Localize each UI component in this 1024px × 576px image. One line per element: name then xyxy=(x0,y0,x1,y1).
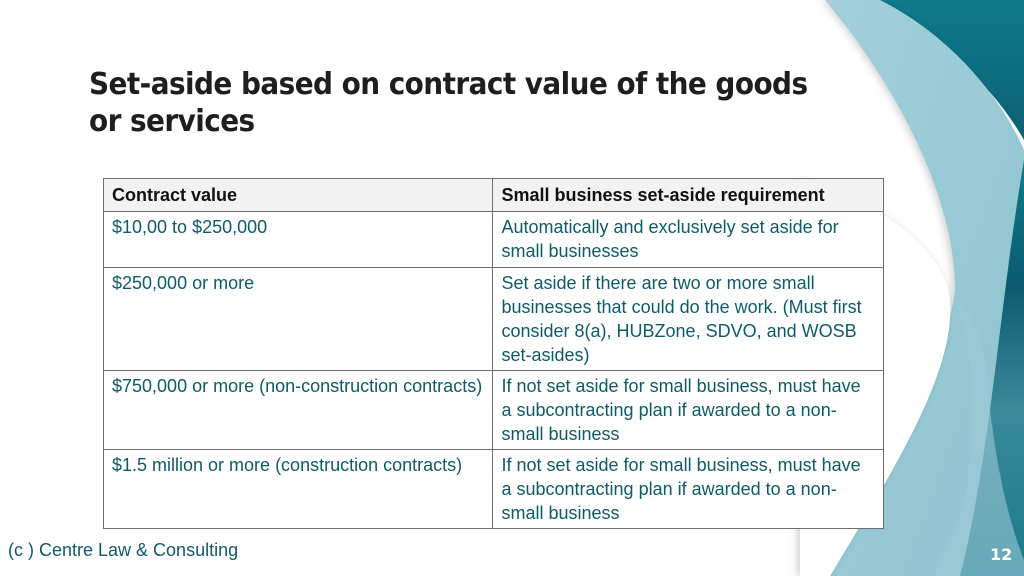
cell-requirement: Set aside if there are two or more small… xyxy=(492,267,884,371)
cell-requirement: Automatically and exclusively set aside … xyxy=(492,211,884,268)
inner-light-shape xyxy=(935,300,1024,576)
cell-requirement: If not set aside for small business, mus… xyxy=(492,370,884,450)
table-header-row: Contract value Small business set-aside … xyxy=(102,178,884,212)
cell-requirement: If not set aside for small business, mus… xyxy=(492,449,884,529)
table-row: $10,00 to $250,000 Automatically and exc… xyxy=(102,211,884,268)
table-row: $250,000 or more Set aside if there are … xyxy=(102,267,884,371)
inner-teal-shade xyxy=(960,160,1024,576)
slide-title: Set-aside based on contract value of the… xyxy=(89,67,808,139)
cell-contract-value: $750,000 or more (non-construction contr… xyxy=(102,370,494,450)
table-row: $1.5 million or more (construction contr… xyxy=(102,449,884,529)
cell-contract-value: $1.5 million or more (construction contr… xyxy=(102,449,494,529)
page-number: 12 xyxy=(990,545,1013,564)
cell-contract-value: $10,00 to $250,000 xyxy=(102,211,494,268)
header-set-aside-requirement: Small business set-aside requirement xyxy=(492,178,884,212)
table-row: $750,000 or more (non-construction contr… xyxy=(102,370,884,450)
light-blue-band xyxy=(812,0,1024,576)
set-aside-table: Contract value Small business set-aside … xyxy=(102,178,884,529)
header-contract-value: Contract value xyxy=(102,178,494,212)
copyright-footer: (c ) Centre Law & Consulting xyxy=(8,540,239,560)
cell-contract-value: $250,000 or more xyxy=(102,267,494,371)
